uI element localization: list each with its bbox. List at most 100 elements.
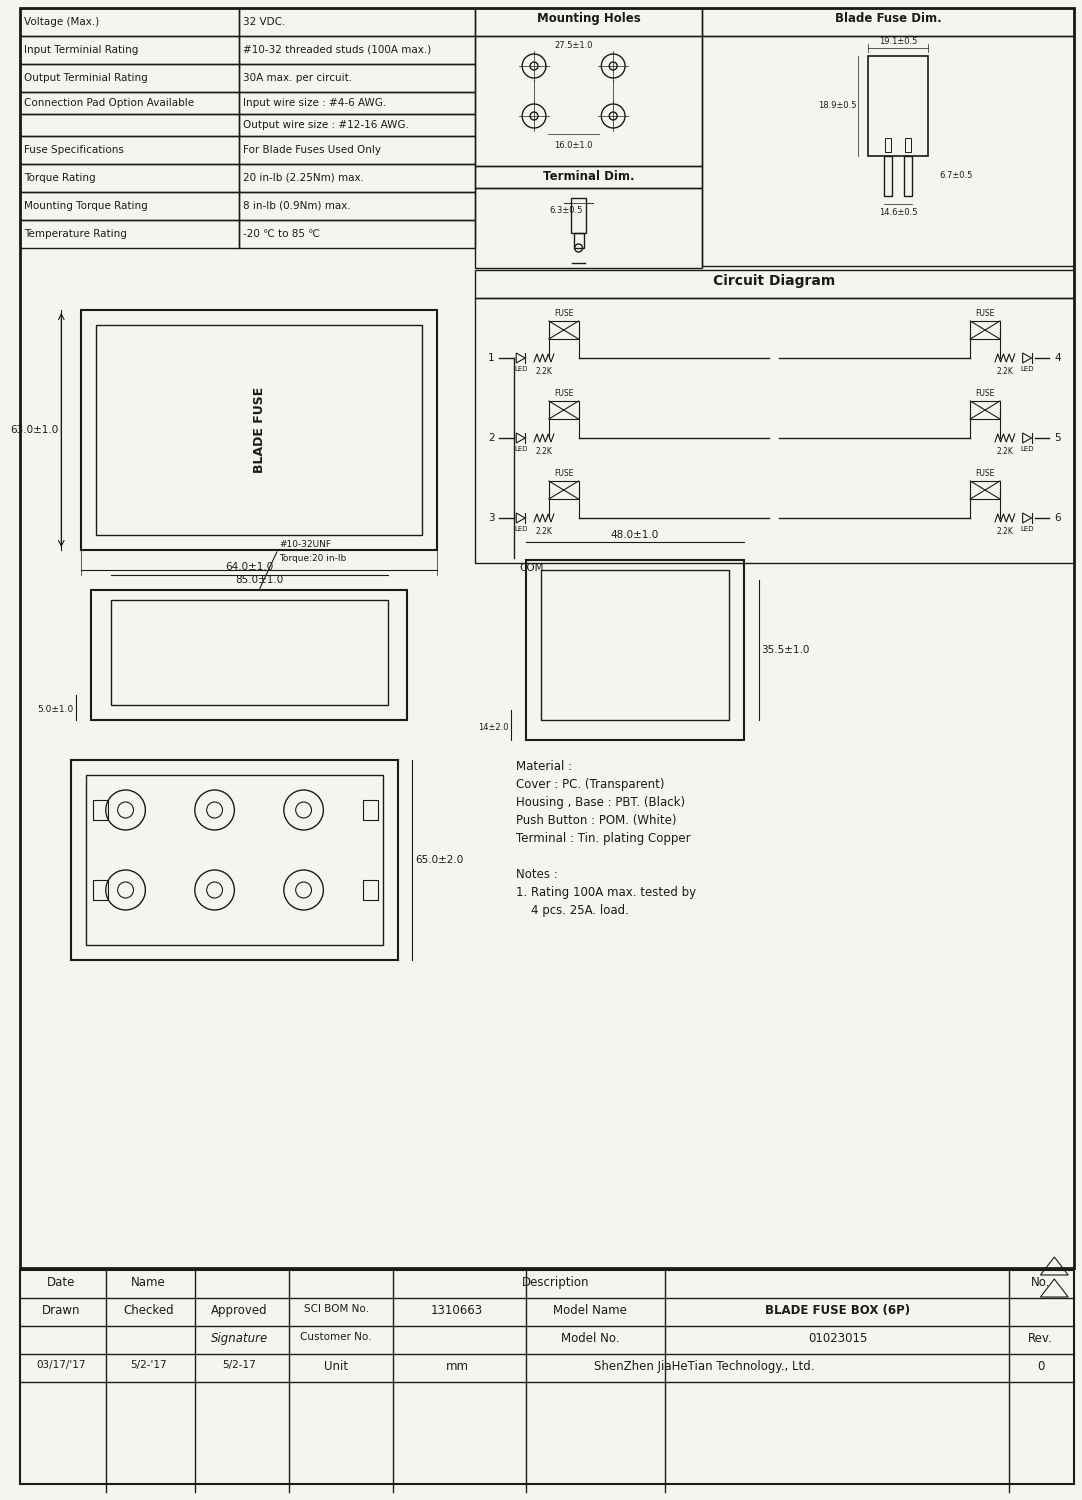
Bar: [239, 64, 475, 92]
Bar: [85, 776, 383, 945]
Bar: [81, 310, 437, 550]
Text: 6: 6: [1054, 513, 1061, 523]
Text: 18.9±0.5: 18.9±0.5: [818, 102, 857, 111]
Bar: [93, 800, 108, 820]
Text: Push Button : POM. (White): Push Button : POM. (White): [516, 815, 676, 827]
Text: ShenZhen JiaHeTian Technology., Ltd.: ShenZhen JiaHeTian Technology., Ltd.: [594, 1360, 815, 1372]
Text: 2.2K: 2.2K: [536, 447, 553, 456]
Bar: [549, 482, 579, 500]
Bar: [475, 298, 1074, 562]
Text: Connection Pad Option Available: Connection Pad Option Available: [24, 98, 194, 108]
Text: 14.6±0.5: 14.6±0.5: [879, 209, 918, 218]
Bar: [526, 560, 743, 740]
Bar: [702, 8, 1074, 36]
Text: LED: LED: [1020, 526, 1034, 532]
Bar: [19, 8, 239, 36]
Text: Cover : PC. (Transparent): Cover : PC. (Transparent): [516, 778, 664, 790]
Text: FUSE: FUSE: [975, 388, 994, 398]
Text: 03/17/'17: 03/17/'17: [37, 1360, 87, 1370]
Bar: [905, 138, 911, 152]
Text: 27.5±1.0: 27.5±1.0: [554, 40, 593, 50]
Text: Name: Name: [131, 1276, 166, 1288]
Bar: [549, 321, 579, 339]
Text: 63.0±1.0: 63.0±1.0: [10, 424, 58, 435]
Bar: [971, 400, 1000, 418]
Text: Mounting Holes: Mounting Holes: [537, 12, 641, 26]
Bar: [239, 92, 475, 114]
Bar: [19, 164, 239, 192]
Text: Torque Rating: Torque Rating: [24, 172, 95, 183]
Bar: [91, 590, 408, 720]
Bar: [239, 192, 475, 220]
Text: Unit: Unit: [325, 1360, 348, 1372]
Bar: [475, 8, 702, 36]
Text: 2.2K: 2.2K: [536, 368, 553, 376]
Text: Notes :: Notes :: [516, 868, 558, 880]
Bar: [475, 270, 1074, 298]
Bar: [573, 232, 583, 248]
Text: FUSE: FUSE: [554, 388, 573, 398]
Bar: [93, 880, 108, 900]
Text: 01023015: 01023015: [808, 1332, 868, 1346]
Text: Customer No.: Customer No.: [301, 1332, 372, 1342]
Bar: [239, 36, 475, 64]
Bar: [475, 188, 702, 268]
Bar: [362, 800, 378, 820]
Bar: [884, 156, 892, 196]
Text: 2.2K: 2.2K: [997, 526, 1013, 536]
Text: Torque:20 in-lb: Torque:20 in-lb: [279, 554, 346, 562]
Bar: [19, 220, 239, 248]
Text: Rev.: Rev.: [1028, 1332, 1053, 1346]
Bar: [239, 114, 475, 136]
Text: Input wire size : #4-6 AWG.: Input wire size : #4-6 AWG.: [243, 98, 386, 108]
Bar: [19, 1270, 1074, 1484]
Text: Voltage (Max.): Voltage (Max.): [24, 16, 98, 27]
Text: 14±2.0: 14±2.0: [478, 723, 509, 732]
Bar: [239, 136, 475, 164]
Bar: [19, 92, 239, 114]
Text: Drawn: Drawn: [42, 1304, 80, 1317]
Bar: [19, 114, 239, 136]
Text: 1: 1: [488, 352, 494, 363]
Text: mm: mm: [446, 1360, 469, 1372]
Bar: [971, 321, 1000, 339]
Text: 6.7±0.5: 6.7±0.5: [939, 171, 973, 180]
Text: 4 pcs. 25A. load.: 4 pcs. 25A. load.: [516, 904, 629, 916]
Text: FUSE: FUSE: [975, 309, 994, 318]
Text: 64.0±1.0: 64.0±1.0: [225, 562, 274, 572]
Text: Approved: Approved: [211, 1304, 267, 1317]
Text: No.: No.: [1031, 1276, 1051, 1288]
Bar: [903, 156, 912, 196]
Text: 65.0±2.0: 65.0±2.0: [415, 855, 463, 865]
Text: LED: LED: [514, 366, 528, 372]
Bar: [239, 8, 475, 36]
Text: 48.0±1.0: 48.0±1.0: [611, 530, 659, 540]
Bar: [971, 482, 1000, 500]
Text: Checked: Checked: [123, 1304, 173, 1317]
Text: Terminal : Tin. plating Copper: Terminal : Tin. plating Copper: [516, 833, 691, 844]
Text: LED: LED: [1020, 446, 1034, 452]
Text: FUSE: FUSE: [554, 470, 573, 478]
Text: 0: 0: [1037, 1360, 1044, 1372]
Bar: [96, 326, 422, 536]
Text: Temperature Rating: Temperature Rating: [24, 230, 127, 238]
Text: Output wire size : #12-16 AWG.: Output wire size : #12-16 AWG.: [243, 120, 409, 130]
Text: 5.0±1.0: 5.0±1.0: [37, 705, 74, 714]
Text: 5: 5: [1054, 433, 1061, 442]
Text: 20 in-lb (2.25Nm) max.: 20 in-lb (2.25Nm) max.: [243, 172, 365, 183]
Text: FUSE: FUSE: [554, 309, 573, 318]
Text: BLADE FUSE: BLADE FUSE: [252, 387, 265, 472]
Bar: [475, 166, 702, 188]
Text: -20 ℃ to 85 ℃: -20 ℃ to 85 ℃: [243, 230, 320, 238]
Bar: [570, 198, 586, 232]
Text: 85.0±1.0: 85.0±1.0: [235, 574, 283, 585]
Text: Model No.: Model No.: [562, 1332, 620, 1346]
Text: Fuse Specifications: Fuse Specifications: [24, 146, 123, 154]
Text: LED: LED: [514, 526, 528, 532]
Text: 6.3±0.5: 6.3±0.5: [549, 206, 582, 214]
Text: Circuit Diagram: Circuit Diagram: [713, 274, 835, 288]
Text: 3: 3: [488, 513, 494, 523]
Bar: [19, 8, 1074, 1268]
Text: 19.1±0.5: 19.1±0.5: [879, 38, 918, 46]
Bar: [869, 56, 927, 156]
